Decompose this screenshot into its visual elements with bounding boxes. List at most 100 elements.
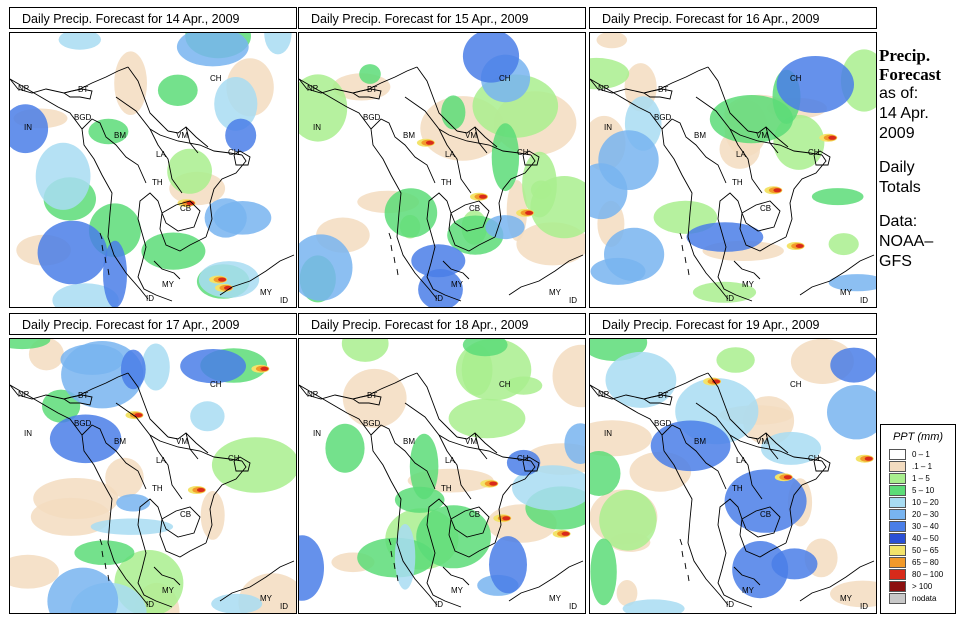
legend-row: 0 – 1 xyxy=(889,448,955,460)
map-canvas: NP BT BGD CH IN BM VM LA TH CB CH MY MY ID ID xyxy=(10,33,295,307)
boundary-line xyxy=(99,232,103,240)
boundary-line xyxy=(590,384,693,544)
country-label: IN xyxy=(24,123,32,132)
boundary-line xyxy=(508,560,584,602)
country-label: MY xyxy=(742,586,755,595)
precip-area xyxy=(90,518,174,535)
boundary-line xyxy=(661,424,727,490)
map-canvas: NP BT BGD CH IN BM VM LA TH CB CH MY MY ID ID xyxy=(590,339,876,613)
country-label: TH xyxy=(732,484,743,493)
legend-swatch xyxy=(889,484,906,496)
legend-label: 65 – 80 xyxy=(912,557,939,567)
precip-area xyxy=(552,344,585,408)
boundary-line xyxy=(494,460,536,544)
precip-area xyxy=(213,201,272,235)
boundary-line xyxy=(813,150,831,166)
country-label: TH xyxy=(152,178,163,187)
forecast-panel-17-apr: Daily Precip. Forecast for 17 Apr., 2009… xyxy=(9,313,297,615)
precip-area xyxy=(105,457,144,498)
precip-area xyxy=(88,118,129,145)
legend-label: 80 – 100 xyxy=(912,569,944,579)
boundary-line xyxy=(299,78,402,238)
precip-area xyxy=(616,580,638,607)
precip-area xyxy=(462,339,508,357)
precip-field xyxy=(590,33,876,303)
country-labels: NP BT BGD CH IN BM VM LA TH CB CH MY MY ID ID xyxy=(598,380,868,611)
boundary-line xyxy=(426,498,496,608)
boundary-line xyxy=(450,506,490,538)
legend-row: 5 – 10 xyxy=(889,484,955,496)
precip-area xyxy=(686,222,764,252)
precip-area xyxy=(264,33,292,55)
country-label: CH xyxy=(499,74,511,83)
precip-area xyxy=(598,130,659,190)
forecast-panel-15-apr: Daily Precip. Forecast for 15 Apr., 2009… xyxy=(298,7,586,309)
country-label: TH xyxy=(152,484,163,493)
boundary-line xyxy=(813,456,831,472)
country-label: BM xyxy=(114,437,126,446)
legend-label: 20 – 30 xyxy=(912,509,939,519)
precip-area xyxy=(828,233,859,256)
boundary-line xyxy=(104,256,107,264)
heavy-precip-cell xyxy=(525,210,534,215)
panel-title: Daily Precip. Forecast for 18 Apr., 2009 xyxy=(298,313,586,335)
country-label: CB xyxy=(469,204,480,213)
country-label: MY xyxy=(549,288,562,297)
country-label: BT xyxy=(658,85,668,94)
country-label: BGD xyxy=(654,113,672,122)
boundary-line xyxy=(442,566,470,586)
country-label: MY xyxy=(840,594,853,603)
daily-label-line1: Daily xyxy=(879,159,915,176)
boundary-line xyxy=(107,236,149,300)
precip-map: NP BT BGD CH IN BM VM LA TH CB CH MY MY ID ID xyxy=(9,32,297,308)
precip-area xyxy=(489,536,527,594)
country-label: CH xyxy=(210,380,222,389)
country-label: MY xyxy=(451,280,464,289)
precip-area xyxy=(596,33,628,49)
precip-area xyxy=(732,541,789,599)
map-canvas: NP BT BGD CH IN BM VM LA TH CB CH MY MY ID ID xyxy=(10,339,296,613)
heavy-precip-cell xyxy=(773,188,782,193)
precip-area xyxy=(650,420,731,472)
precip-area xyxy=(491,123,520,192)
precip-area xyxy=(590,420,652,457)
boundary-line xyxy=(416,372,458,438)
precip-area xyxy=(604,227,665,282)
precip-map: NP BT BGD CH IN BM VM LA TH CB CH MY MY ID ID xyxy=(589,32,877,308)
boundary-line xyxy=(388,232,392,240)
boundary-line xyxy=(785,460,827,544)
precip-map: NP BT BGD CH IN BM VM LA TH CB CH MY MY ID ID xyxy=(589,338,877,614)
precip-area xyxy=(325,423,365,473)
country-label: NP xyxy=(307,84,318,93)
precip-area xyxy=(830,580,876,608)
boundary-line xyxy=(687,542,729,606)
country-label: BGD xyxy=(74,419,92,428)
country-label: TH xyxy=(732,178,743,187)
boundary-line xyxy=(205,154,247,238)
precip-area xyxy=(441,95,466,130)
boundary-line xyxy=(153,260,181,280)
country-label: CB xyxy=(180,510,191,519)
boundary-line xyxy=(299,384,402,544)
boundary-line xyxy=(127,372,169,438)
country-labels: NP BT BGD CH IN BM VM LA TH CB CH MY MY ID ID xyxy=(307,74,577,305)
country-label: VM xyxy=(465,437,477,446)
boundary-line xyxy=(679,538,683,546)
legend-swatch xyxy=(889,532,906,544)
boundary-line xyxy=(681,244,684,252)
precip-area xyxy=(167,148,213,194)
map-canvas: NP BT BGD CH IN BM VM LA TH CB CH MY MY ID ID xyxy=(299,33,585,307)
boundary-line xyxy=(799,254,875,296)
country-label: MY xyxy=(549,594,562,603)
country-label: CB xyxy=(760,204,771,213)
boundary-line xyxy=(99,538,103,546)
legend-row: 1 – 5 xyxy=(889,472,955,484)
precip-area xyxy=(211,593,263,613)
boundary-line xyxy=(765,432,779,460)
boundary-line xyxy=(115,96,243,156)
side-info: Precip. Forecast as of: 14 Apr. 2009 Dai… xyxy=(879,46,963,272)
country-label: BT xyxy=(658,391,668,400)
boundary-line xyxy=(10,384,113,544)
boundary-line xyxy=(161,506,201,538)
panel-title: Daily Precip. Forecast for 19 Apr., 2009 xyxy=(589,313,877,335)
